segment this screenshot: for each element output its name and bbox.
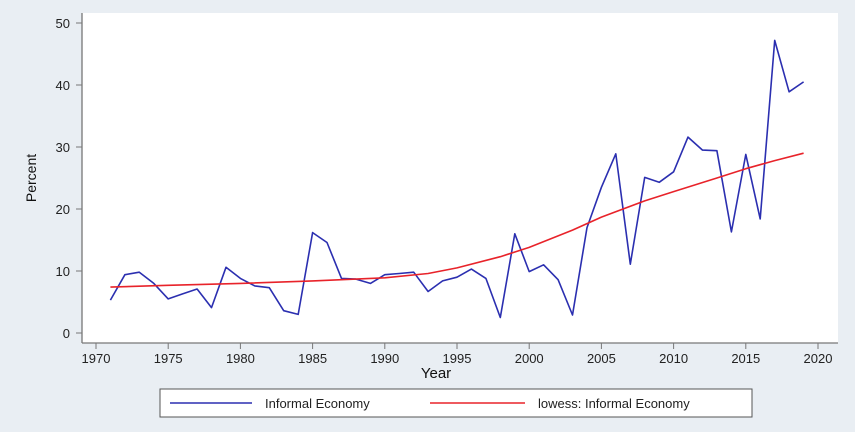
x-tick-label: 1985 [298,351,327,366]
y-tick-label: 30 [56,140,70,155]
y-tick-label: 10 [56,264,70,279]
x-tick-label: 1980 [226,351,255,366]
y-tick-label: 50 [56,16,70,31]
x-tick-label: 1990 [370,351,399,366]
y-tick-label: 40 [56,78,70,93]
x-tick-label: 2005 [587,351,616,366]
x-tick-label: 2000 [515,351,544,366]
series-line-informal-economy [109,39,805,319]
x-tick-label: 1975 [154,351,183,366]
plot-area [82,13,838,343]
x-axis-label: Year [421,365,451,382]
x-tick-label: 2020 [804,351,833,366]
legend: Informal Economy lowess: Informal Econom… [159,388,753,418]
legend-label-informal: Informal Economy [265,396,370,411]
x-tick-label: 2010 [659,351,688,366]
x-tick-label: 1995 [443,351,472,366]
y-axis-label: Percent [23,154,39,202]
y-tick-label: 20 [56,202,70,217]
x-tick-label: 1970 [82,351,111,366]
y-tick-label: 0 [63,326,70,341]
series-line-lowess [110,152,804,288]
legend-label-lowess: lowess: Informal Economy [538,396,690,411]
x-tick-label: 2015 [731,351,760,366]
